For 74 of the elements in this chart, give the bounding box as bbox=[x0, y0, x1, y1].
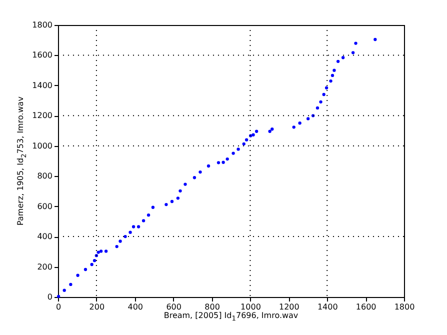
point bbox=[292, 126, 296, 129]
point bbox=[104, 250, 108, 253]
point bbox=[62, 288, 66, 292]
point bbox=[268, 130, 272, 133]
point bbox=[176, 196, 180, 200]
point bbox=[222, 160, 225, 164]
point bbox=[170, 200, 174, 204]
point bbox=[270, 128, 274, 131]
point bbox=[306, 117, 310, 120]
point bbox=[329, 79, 332, 83]
x-tick-label: 400 bbox=[128, 302, 144, 312]
point bbox=[252, 133, 255, 136]
point bbox=[90, 262, 94, 266]
point bbox=[69, 282, 72, 286]
x-tick-label: 1000 bbox=[240, 302, 261, 312]
point bbox=[354, 42, 358, 45]
y-tick-label: 800 bbox=[37, 172, 52, 181]
point bbox=[216, 161, 220, 164]
point bbox=[316, 106, 320, 110]
point bbox=[198, 170, 202, 174]
x-tick-label: 0 bbox=[56, 302, 62, 312]
x-tick-label: 200 bbox=[89, 302, 105, 312]
y-tick-label: 1200 bbox=[32, 111, 52, 120]
point bbox=[99, 250, 103, 253]
point bbox=[351, 51, 355, 54]
point bbox=[124, 234, 127, 238]
point bbox=[151, 206, 155, 209]
point bbox=[76, 274, 80, 277]
x-tick-label: 1400 bbox=[317, 302, 338, 312]
point bbox=[236, 148, 240, 151]
x-tick-label: 1200 bbox=[278, 302, 300, 312]
point bbox=[132, 225, 136, 228]
point bbox=[322, 92, 326, 96]
point bbox=[96, 250, 100, 254]
point bbox=[84, 268, 88, 272]
x-axis-title: Bream, [2005] Id$_{1}$7696, Imro.wav bbox=[164, 311, 298, 323]
y-tick-label: 1400 bbox=[32, 80, 52, 90]
point bbox=[242, 142, 246, 146]
point bbox=[244, 138, 248, 142]
y-tick-label: 600 bbox=[37, 202, 52, 211]
x-tick-label: 800 bbox=[204, 302, 220, 312]
point bbox=[324, 86, 328, 90]
point bbox=[226, 157, 229, 161]
point bbox=[298, 121, 302, 125]
point bbox=[146, 214, 150, 217]
point bbox=[142, 219, 146, 222]
y-tick-label: 1600 bbox=[32, 50, 52, 60]
point bbox=[319, 100, 322, 104]
x-tick-label: 1800 bbox=[394, 302, 415, 312]
point bbox=[184, 182, 187, 186]
point bbox=[192, 176, 196, 180]
point bbox=[374, 38, 377, 42]
x-tick-label: 1600 bbox=[356, 302, 376, 312]
y-tick-label: 400 bbox=[37, 232, 52, 242]
point bbox=[330, 74, 334, 78]
point bbox=[118, 240, 122, 243]
point bbox=[128, 230, 132, 234]
point bbox=[232, 152, 235, 155]
point bbox=[136, 225, 140, 228]
point bbox=[336, 60, 340, 63]
point bbox=[332, 68, 336, 72]
point bbox=[178, 189, 182, 192]
x-tick-label: 600 bbox=[166, 302, 182, 312]
point bbox=[206, 164, 210, 168]
point bbox=[254, 130, 258, 133]
point bbox=[115, 244, 118, 248]
y-tick-label: 0 bbox=[47, 292, 52, 302]
point bbox=[164, 202, 168, 206]
point bbox=[341, 56, 345, 60]
y-tick-label: 1800 bbox=[32, 20, 52, 30]
point bbox=[56, 294, 60, 298]
y-tick-label: 200 bbox=[37, 262, 52, 272]
point bbox=[92, 259, 96, 262]
y-tick-label: 1000 bbox=[32, 141, 52, 150]
